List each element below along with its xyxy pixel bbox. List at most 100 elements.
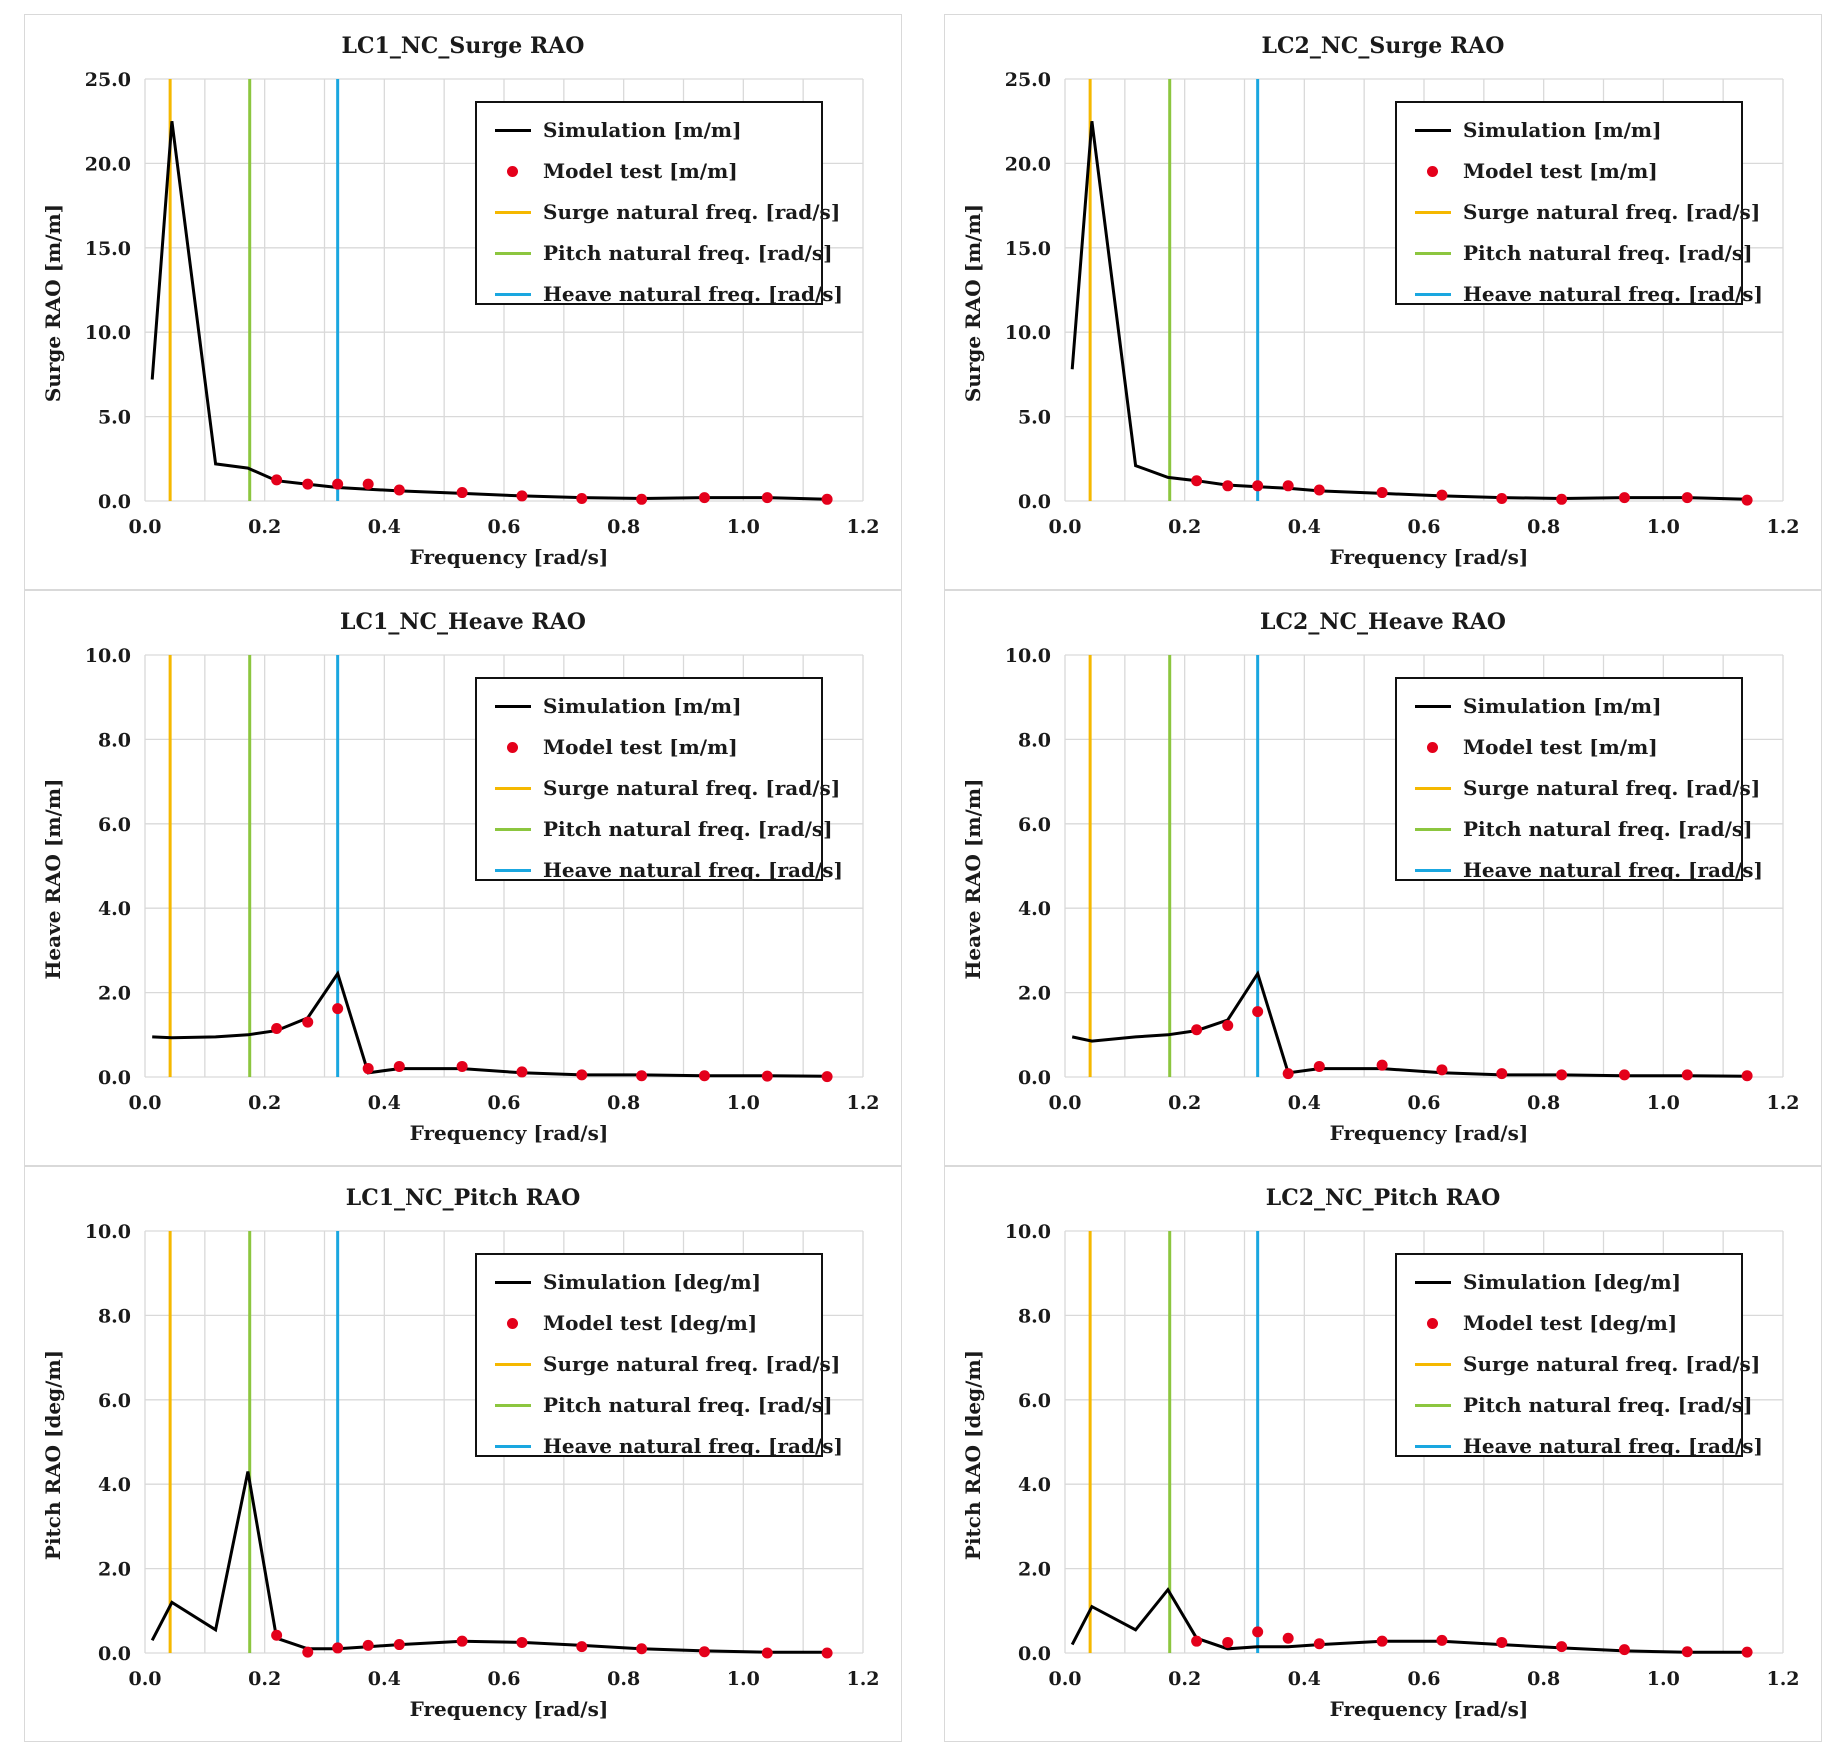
- x-tick-label: 1.2: [1766, 516, 1799, 538]
- model-test-point: [393, 484, 405, 496]
- x-tick-label: 0.4: [1288, 516, 1321, 538]
- y-tick-label: 15.0: [1005, 238, 1051, 260]
- legend-dot-swatch: [507, 741, 518, 753]
- legend-surge-natural-freq: Surge natural freq. [rad/s]: [1397, 1343, 1760, 1384]
- legend-model-test: Model test [m/m]: [477, 150, 821, 191]
- x-tick-label: 1.2: [846, 516, 879, 538]
- plot-area: 0.0 2.0 4.0 6.0 8.0 10.0 0.0 0.2 0.4 0.6 0.8 1.0 1.2: [1005, 645, 1800, 1114]
- model-test-point: [1222, 1636, 1234, 1648]
- x-tick-label: 0.4: [368, 1092, 401, 1114]
- legend-label: Pitch natural freq. [rad/s]: [543, 816, 833, 841]
- x-tick-label: 0.4: [368, 516, 401, 538]
- legend-surge-natural-freq: Surge natural freq. [rad/s]: [477, 767, 840, 808]
- legend-line-swatch: [1415, 827, 1451, 831]
- y-axis-label: Pitch RAO [deg/m]: [41, 1349, 65, 1561]
- x-tick-label: 0.8: [607, 1668, 640, 1690]
- y-tick-label: 0.0: [1018, 1643, 1051, 1665]
- model-test-point: [1313, 484, 1325, 496]
- model-test-point: [698, 492, 710, 504]
- chart-lc1-surge: 0.0 5.0 10.0 15.0 20.0 25.0 0.0 0.2 0.4 0.6 0.8 1.0…: [24, 14, 902, 590]
- model-test-point: [821, 1071, 833, 1083]
- legend-line-swatch: [1415, 1444, 1451, 1448]
- model-test-point: [576, 1069, 588, 1081]
- model-test-point: [271, 474, 283, 486]
- legend-model-test: Model test [m/m]: [1397, 726, 1741, 767]
- legend-label: Surge natural freq. [rad/s]: [543, 1351, 841, 1376]
- legend-label: Pitch natural freq. [rad/s]: [543, 240, 833, 265]
- legend-line-swatch: [495, 292, 531, 296]
- model-test-point: [1191, 1635, 1203, 1647]
- model-test-point: [1681, 492, 1693, 504]
- x-tick-label: 1.0: [1647, 1092, 1680, 1114]
- y-tick-label: 8.0: [98, 1305, 131, 1327]
- simulation-series-line: [1070, 121, 1748, 501]
- y-tick-label: 8.0: [98, 729, 131, 751]
- legend-dot-swatch: [1427, 1317, 1438, 1329]
- legend-marker-line: [1397, 1436, 1463, 1456]
- legend-label: Heave natural freq. [rad/s]: [543, 857, 843, 882]
- legend-label: Heave natural freq. [rad/s]: [543, 1433, 843, 1458]
- x-tick-label: 0.8: [607, 516, 640, 538]
- chart-lc1-heave: 0.0 2.0 4.0 6.0 8.0 10.0 0.0 0.2 0.4 0.6 0.8 1.0 1.2…: [24, 590, 902, 1166]
- chart-lc2-pitch: 0.0 2.0 4.0 6.0 8.0 10.0 0.0 0.2 0.4 0.6 0.8 1.0 1.2…: [944, 1166, 1822, 1742]
- x-tick-label: 0.4: [1288, 1668, 1321, 1690]
- legend-line-swatch: [495, 251, 531, 255]
- chart-title: LC2_NC_Pitch RAO: [1265, 1185, 1501, 1211]
- legend-line-swatch: [495, 827, 531, 831]
- model-test-point: [1741, 494, 1753, 506]
- legend-pitch-natural-freq: Pitch natural freq. [rad/s]: [477, 232, 833, 273]
- y-tick-label: 20.0: [1005, 153, 1051, 175]
- chart-lc1-pitch: 0.0 2.0 4.0 6.0 8.0 10.0 0.0 0.2 0.4 0.6 0.8 1.0 1.2…: [24, 1166, 902, 1742]
- legend-line-swatch: [495, 1403, 531, 1407]
- legend-line-swatch: [495, 786, 531, 790]
- model-test-point: [1618, 1069, 1630, 1081]
- x-tick-label: 0.0: [128, 1668, 161, 1690]
- legend-heave-natural-freq: Heave natural freq. [rad/s]: [477, 849, 843, 890]
- legend-label: Simulation [m/m]: [543, 693, 742, 718]
- legend-label: Surge natural freq. [rad/s]: [543, 775, 841, 800]
- x-tick-label: 0.2: [248, 1092, 281, 1114]
- y-tick-label: 4.0: [98, 898, 131, 920]
- y-tick-label: 10.0: [85, 1221, 131, 1243]
- model-test-point: [1252, 1006, 1264, 1018]
- plot-area: 0.0 2.0 4.0 6.0 8.0 10.0 0.0 0.2 0.4 0.6 0.8 1.0 1.2: [85, 645, 880, 1114]
- legend-dot-swatch: [507, 1317, 518, 1329]
- model-test-point: [1252, 480, 1264, 492]
- model-test-point: [1496, 1636, 1508, 1648]
- legend-marker-dot: [1397, 737, 1463, 757]
- legend-line-swatch: [1415, 868, 1451, 872]
- model-test-point: [271, 1022, 283, 1034]
- legend-line-swatch: [1415, 1280, 1451, 1284]
- x-tick-label: 0.6: [1407, 1092, 1440, 1114]
- y-tick-label: 15.0: [85, 238, 131, 260]
- model-test-point: [636, 493, 648, 505]
- legend-line-swatch: [495, 704, 531, 708]
- y-axis-label: Heave RAO [m/m]: [961, 778, 985, 980]
- y-axis-label: Surge RAO [m/m]: [961, 203, 985, 403]
- x-tick-label: 0.6: [1407, 516, 1440, 538]
- legend-label: Pitch natural freq. [rad/s]: [1463, 816, 1753, 841]
- model-test-point: [1313, 1060, 1325, 1072]
- x-tick-label: 0.6: [1407, 1668, 1440, 1690]
- model-test-point: [821, 1647, 833, 1659]
- y-tick-label: 4.0: [1018, 1474, 1051, 1496]
- x-tick-label: 0.8: [1527, 516, 1560, 538]
- x-tick-label: 0.8: [1527, 1668, 1560, 1690]
- legend-marker-dot: [477, 161, 543, 181]
- y-tick-label: 2.0: [1018, 983, 1051, 1005]
- y-tick-label: 0.0: [98, 1643, 131, 1665]
- y-tick-label: 10.0: [1005, 322, 1051, 344]
- model-test-point: [576, 1641, 588, 1653]
- legend-marker-line: [477, 1395, 543, 1415]
- legend-heave-natural-freq: Heave natural freq. [rad/s]: [1397, 849, 1763, 890]
- legend-label: Model test [m/m]: [543, 158, 738, 183]
- x-tick-label: 1.0: [1647, 516, 1680, 538]
- legend-label: Heave natural freq. [rad/s]: [1463, 857, 1763, 882]
- legend-marker-dot: [1397, 161, 1463, 181]
- x-tick-label: 0.2: [1168, 516, 1201, 538]
- x-tick-label: 0.0: [1048, 1668, 1081, 1690]
- legend-marker-line: [477, 1272, 543, 1292]
- x-tick-label: 1.0: [1647, 1668, 1680, 1690]
- legend-marker-line: [1397, 284, 1463, 304]
- model-test-point: [1496, 492, 1508, 504]
